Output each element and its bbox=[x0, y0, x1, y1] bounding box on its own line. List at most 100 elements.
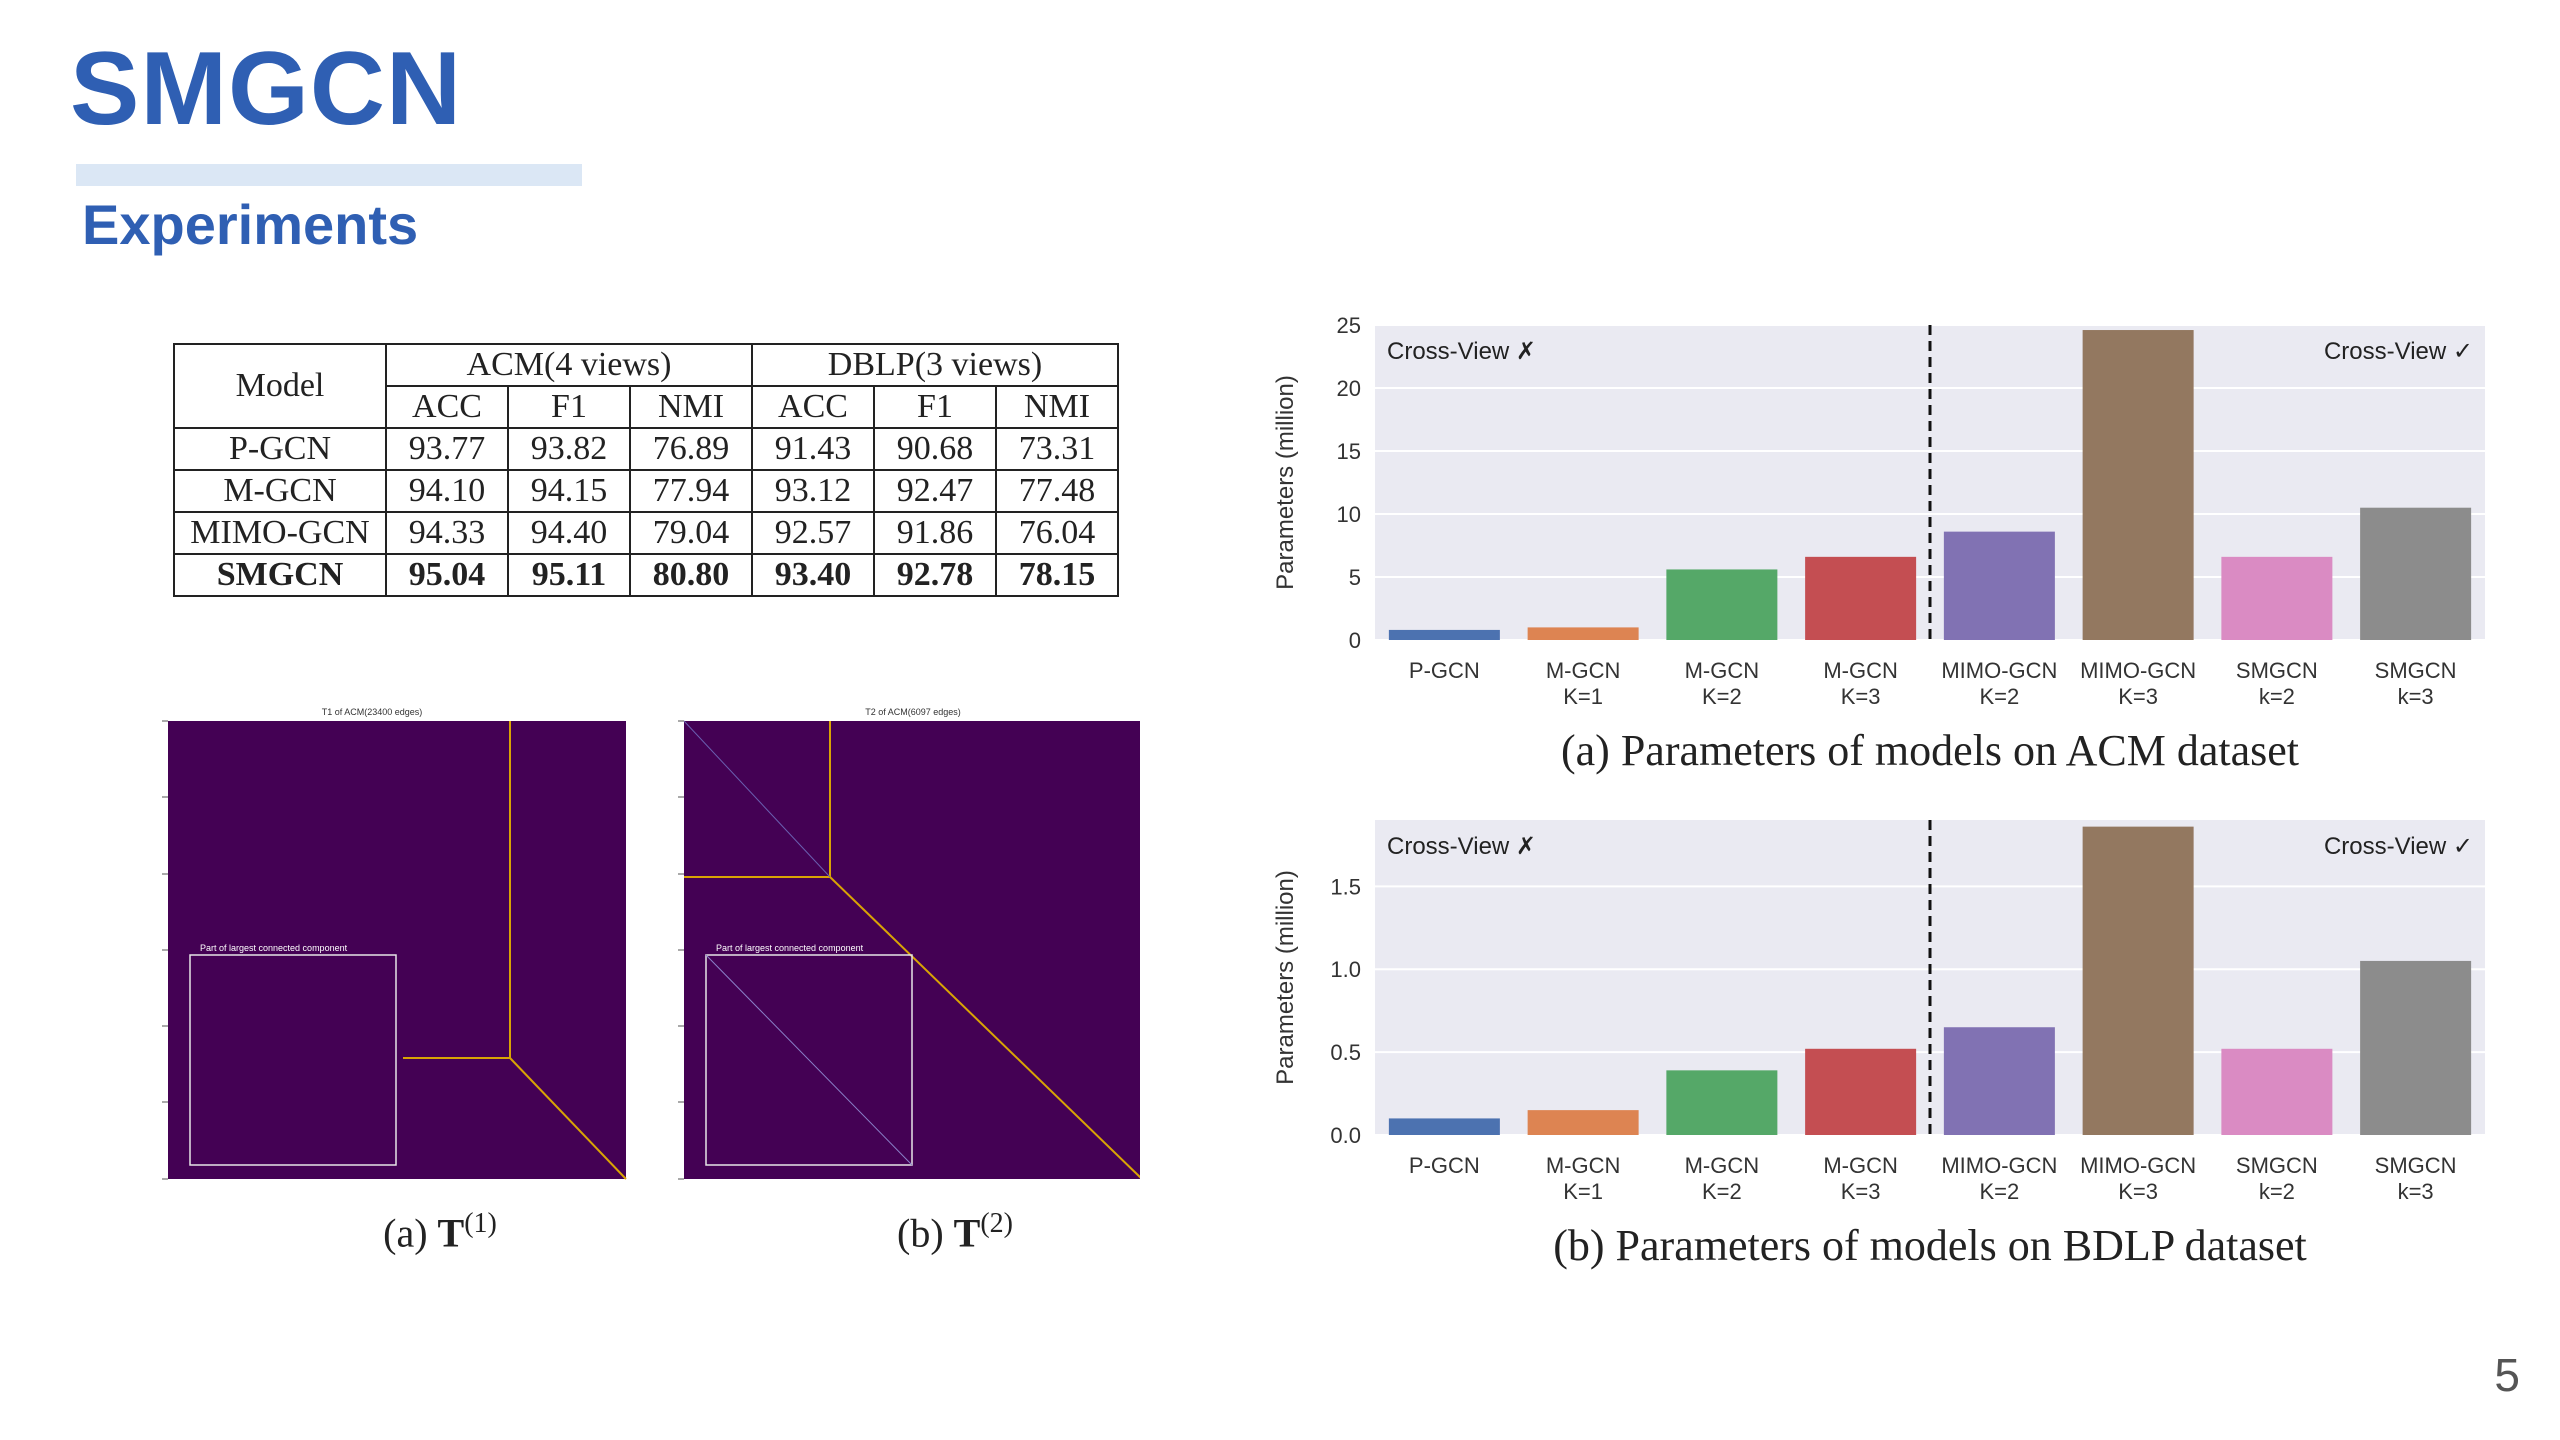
x-tick-label: MIMO-GCN bbox=[2080, 658, 2196, 683]
x-tick-label: M-GCN bbox=[1823, 658, 1898, 683]
model-cell: M-GCN bbox=[173, 469, 387, 513]
metric-header: ACC bbox=[385, 385, 509, 429]
x-tick-label: k=2 bbox=[2259, 1179, 2295, 1204]
heatmap-b-title: T2 of ACM(6097 edges) bbox=[865, 707, 961, 717]
caption-prefix: (b) bbox=[897, 1210, 944, 1256]
heatmap-a-caption: (a) T(1) bbox=[300, 1208, 580, 1256]
x-tick-label: P-GCN bbox=[1409, 658, 1480, 683]
x-tick-label: SMGCN bbox=[2375, 1153, 2457, 1178]
caption-prefix: (a) bbox=[383, 1210, 428, 1256]
caption-superscript: (1) bbox=[464, 1208, 497, 1239]
value-cell: 91.86 bbox=[873, 511, 997, 555]
model-cell: SMGCN bbox=[173, 553, 387, 597]
value-cell: 78.15 bbox=[995, 553, 1119, 597]
caption-symbol: T bbox=[437, 1210, 465, 1256]
value-cell: 94.10 bbox=[385, 469, 509, 513]
heatmap-b-inset-label: Part of largest connected component bbox=[716, 943, 864, 953]
value-cell: 93.82 bbox=[507, 427, 631, 471]
bar bbox=[2082, 330, 2194, 640]
title-underline-bar bbox=[76, 164, 582, 186]
value-cell: 92.78 bbox=[873, 553, 997, 597]
x-tick-label: M-GCN bbox=[1546, 1153, 1621, 1178]
x-tick-label: K=1 bbox=[1563, 684, 1603, 709]
y-tick-label: 1.0 bbox=[1330, 957, 1361, 982]
x-tick-label: MIMO-GCN bbox=[2080, 1153, 2196, 1178]
bar bbox=[1666, 569, 1778, 640]
heatmap-a-inset-label: Part of largest connected component bbox=[200, 943, 348, 953]
cross-view-left-annotation: Cross-View ✗ bbox=[1387, 338, 1536, 365]
x-tick-label: K=3 bbox=[2118, 1179, 2158, 1204]
x-tick-label: P-GCN bbox=[1409, 1153, 1480, 1178]
cross-view-right-annotation: Cross-View ✓ bbox=[2324, 338, 2473, 365]
value-cell: 94.15 bbox=[507, 469, 631, 513]
adjacency-heatmaps: T1 of ACM(23400 edges) Part of largest c… bbox=[162, 707, 1140, 1180]
x-tick-label: K=1 bbox=[1563, 1179, 1603, 1204]
y-tick-label: 0.0 bbox=[1330, 1123, 1361, 1148]
x-tick-label: K=3 bbox=[1841, 684, 1881, 709]
value-cell: 76.89 bbox=[629, 427, 753, 471]
heatmap-b-faint-diagonal bbox=[683, 720, 831, 878]
model-header: Model bbox=[173, 343, 387, 429]
value-cell: 79.04 bbox=[629, 511, 753, 555]
value-cell: 90.68 bbox=[873, 427, 997, 471]
section-subtitle: Experiments bbox=[82, 193, 419, 256]
y-tick-label: 25 bbox=[1337, 315, 1361, 338]
x-tick-label: K=2 bbox=[1979, 684, 2019, 709]
x-tick-label: k=3 bbox=[2398, 684, 2434, 709]
y-tick-label: 10 bbox=[1337, 502, 1361, 527]
y-tick-label: 0 bbox=[1349, 628, 1361, 653]
heatmap-b-caption: (b) T(2) bbox=[815, 1208, 1095, 1256]
value-cell: 91.43 bbox=[751, 427, 875, 471]
cross-view-right-annotation: Cross-View ✓ bbox=[2324, 833, 2473, 860]
heatmap-a-title: T1 of ACM(23400 edges) bbox=[322, 707, 423, 717]
x-tick-label: M-GCN bbox=[1546, 658, 1621, 683]
value-cell: 77.48 bbox=[995, 469, 1119, 513]
metric-header: NMI bbox=[995, 385, 1119, 429]
acm-parameters-chart: 0 5 10 15 20 25 Parameters (million) P-GCN M-GCN… bbox=[1272, 315, 2485, 775]
value-cell: 73.31 bbox=[995, 427, 1119, 471]
table-row: MIMO-GCN 94.33 94.40 79.04 92.57 91.86 7… bbox=[173, 511, 1119, 555]
x-tick-label: SMGCN bbox=[2236, 1153, 2318, 1178]
bar bbox=[1388, 1118, 1500, 1135]
value-cell: 92.57 bbox=[751, 511, 875, 555]
bar bbox=[2360, 507, 2472, 640]
value-cell: 77.94 bbox=[629, 469, 753, 513]
bar bbox=[2082, 826, 2194, 1135]
value-cell: 80.80 bbox=[629, 553, 753, 597]
x-tick-label: M-GCN bbox=[1685, 1153, 1760, 1178]
table-row: P-GCN 93.77 93.82 76.89 91.43 90.68 73.3… bbox=[173, 427, 1119, 471]
y-tick-label: 0.5 bbox=[1330, 1040, 1361, 1065]
page-number: 5 bbox=[2494, 1349, 2520, 1401]
metric-header: F1 bbox=[507, 385, 631, 429]
slide-title: SMGCN bbox=[70, 31, 463, 147]
value-cell: 93.40 bbox=[751, 553, 875, 597]
value-cell: 94.33 bbox=[385, 511, 509, 555]
caption-symbol: T bbox=[953, 1210, 981, 1256]
y-tick-label: 20 bbox=[1337, 376, 1361, 401]
bar bbox=[2221, 1048, 2333, 1135]
bar bbox=[1805, 556, 1917, 640]
y-axis-label: Parameters (million) bbox=[1272, 870, 1299, 1085]
model-cell: MIMO-GCN bbox=[173, 511, 387, 555]
x-tick-label: SMGCN bbox=[2236, 658, 2318, 683]
heatmap-b-inset bbox=[705, 954, 913, 1166]
metric-header: F1 bbox=[873, 385, 997, 429]
bar bbox=[1388, 629, 1500, 640]
x-tick-label: K=2 bbox=[1979, 1179, 2019, 1204]
value-cell: 95.11 bbox=[507, 553, 631, 597]
value-cell: 92.47 bbox=[873, 469, 997, 513]
group-header-acm: ACM(4 views) bbox=[385, 343, 753, 387]
value-cell: 76.04 bbox=[995, 511, 1119, 555]
bar bbox=[1527, 627, 1639, 640]
heatmap-a-canvas bbox=[168, 721, 626, 1179]
x-tick-label: K=3 bbox=[2118, 684, 2158, 709]
value-cell: 94.40 bbox=[507, 511, 631, 555]
bar bbox=[2221, 556, 2333, 640]
x-tick-label: K=2 bbox=[1702, 1179, 1742, 1204]
metric-header: ACC bbox=[751, 385, 875, 429]
y-axis-label: Parameters (million) bbox=[1272, 375, 1299, 590]
model-cell: P-GCN bbox=[173, 427, 387, 471]
cross-view-left-annotation: Cross-View ✗ bbox=[1387, 833, 1536, 860]
x-tick-label: K=3 bbox=[1841, 1179, 1881, 1204]
bar bbox=[1527, 1110, 1639, 1135]
